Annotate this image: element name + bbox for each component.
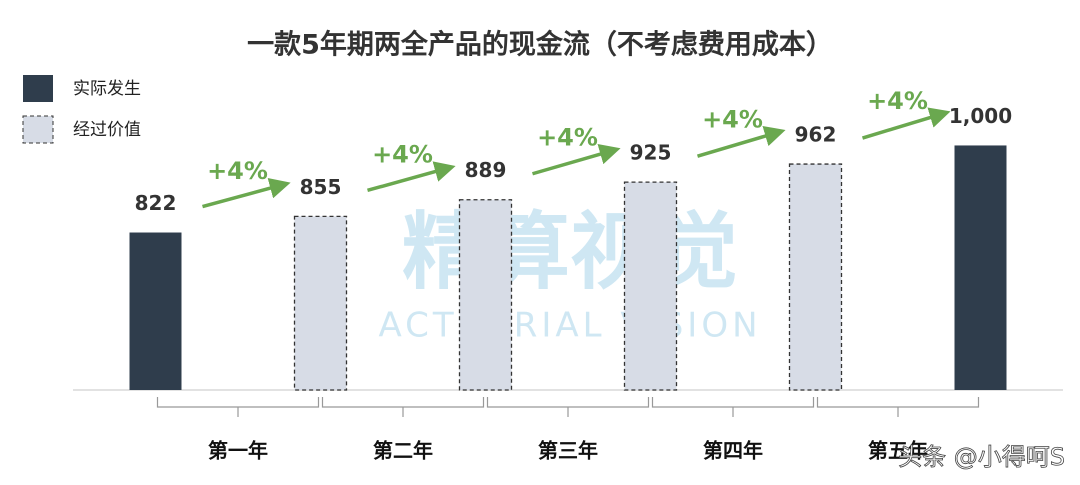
period-label: 第三年 (538, 439, 598, 463)
period-label: 第四年 (703, 439, 763, 463)
watermark: 精算视觉 (402, 203, 738, 301)
value-label: 925 (630, 141, 672, 165)
growth-label: +4% (702, 106, 763, 134)
legend-swatch (23, 75, 53, 102)
value-label: 1,000 (949, 104, 1012, 128)
bar (293, 215, 348, 391)
growth-arrow (202, 177, 291, 209)
legend-label: 实际发生 (73, 79, 141, 99)
growth-arrow (861, 107, 951, 140)
value-label: 889 (465, 158, 507, 182)
growth-arrow (532, 143, 621, 176)
period-label: 第一年 (208, 439, 268, 463)
bar (458, 199, 513, 391)
bar (623, 181, 678, 391)
growth-label: +4% (372, 141, 433, 169)
period-brace (816, 397, 980, 417)
value-label: 822 (135, 191, 177, 215)
legend-swatch (22, 115, 54, 144)
growth-label: +4% (867, 87, 928, 115)
period-brace (321, 397, 485, 417)
growth-label: +4% (537, 123, 598, 151)
period-brace (651, 397, 815, 417)
growth-label: +4% (207, 157, 268, 185)
legend-label: 经过价值 (73, 120, 141, 140)
growth-arrow (697, 125, 786, 158)
period-label: 第二年 (373, 439, 433, 463)
period-brace (486, 397, 650, 417)
period-brace (156, 397, 320, 417)
watermark: ACTUARIAL VISION (378, 306, 761, 346)
period-label: 第五年 (868, 439, 928, 463)
value-label: 855 (300, 175, 342, 199)
credit: 头条 @小得呵S (898, 443, 1065, 471)
bar (954, 145, 1007, 390)
bar (788, 163, 843, 391)
value-label: 962 (795, 123, 837, 147)
bar (129, 232, 182, 390)
chart-title: 一款5年期两全产品的现金流（不考虑费用成本） (247, 29, 833, 61)
growth-arrow (367, 161, 456, 193)
